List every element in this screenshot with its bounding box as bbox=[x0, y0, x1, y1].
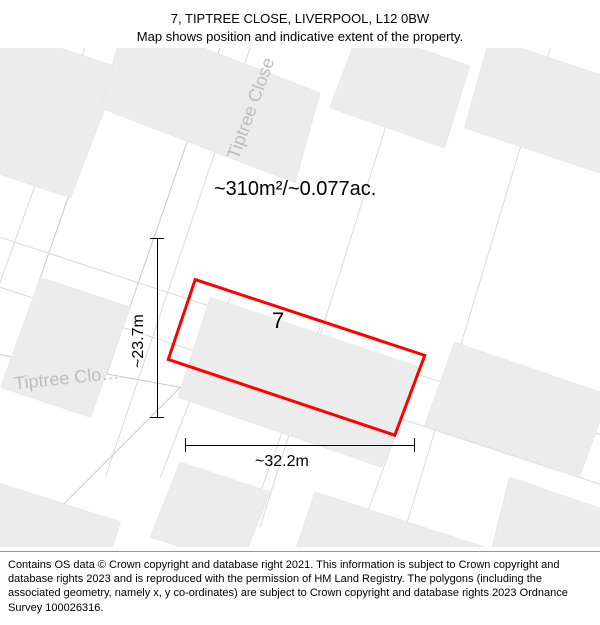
height-dimension-label: ~23.7m bbox=[130, 314, 148, 368]
map-area: ~310m²/~0.077ac. 7 ~32.2m ~23.7m Tiptree… bbox=[0, 48, 600, 547]
plot-number-label: 7 bbox=[272, 308, 284, 334]
map-svg bbox=[0, 48, 600, 547]
title: 7, TIPTREE CLOSE, LIVERPOOL, L12 0BW bbox=[20, 10, 580, 28]
width-dimension-line bbox=[185, 438, 415, 452]
height-dimension-line bbox=[150, 238, 164, 418]
footer-copyright: Contains OS data © Crown copyright and d… bbox=[0, 551, 600, 625]
area-label: ~310m²/~0.077ac. bbox=[214, 178, 376, 201]
header: 7, TIPTREE CLOSE, LIVERPOOL, L12 0BW Map… bbox=[0, 0, 600, 49]
width-dimension-label: ~32.2m bbox=[255, 453, 309, 471]
subtitle: Map shows position and indicative extent… bbox=[20, 28, 580, 46]
